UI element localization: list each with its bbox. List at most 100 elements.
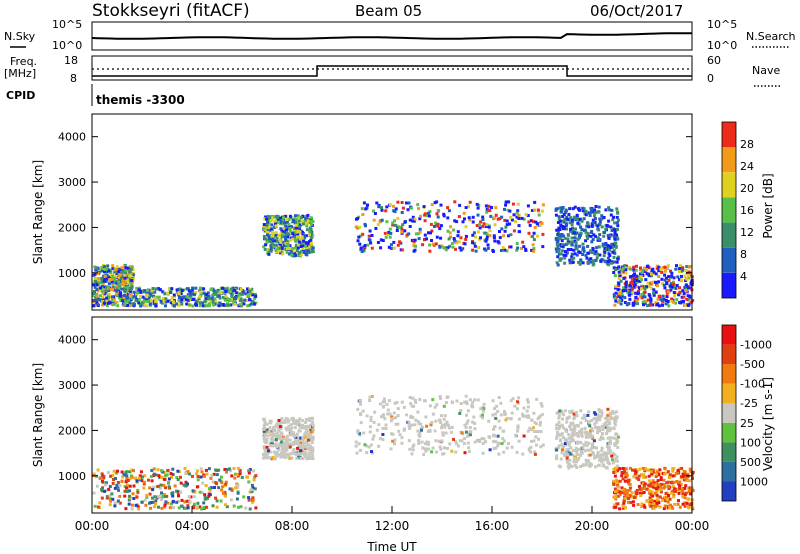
scatter-cell xyxy=(623,487,627,491)
scatter-cell xyxy=(98,476,102,480)
scatter-cell xyxy=(438,227,442,231)
scatter-cell xyxy=(537,213,541,217)
scatter-cell xyxy=(541,203,545,207)
scatter-cell xyxy=(638,485,642,488)
scatter-cell xyxy=(665,282,669,286)
scatter-cell xyxy=(186,470,190,474)
scatter-cell xyxy=(442,404,446,408)
scatter-cell xyxy=(212,472,216,476)
scatter-cell xyxy=(670,271,674,275)
scatter-cell xyxy=(363,443,367,447)
scatter-cell xyxy=(677,293,681,297)
scatter-cell xyxy=(522,217,526,221)
scatter-cell xyxy=(118,274,122,278)
scatter-cell xyxy=(563,409,567,413)
scatter-cell xyxy=(683,285,687,289)
scatter-cell xyxy=(129,304,132,308)
scatter-cell xyxy=(608,422,611,426)
scatter-cell xyxy=(644,268,648,272)
colorbar-segment xyxy=(722,222,736,248)
scatter-cell xyxy=(566,237,570,241)
scatter-cell xyxy=(128,265,132,269)
scatter-cell xyxy=(103,483,107,487)
scatter-cell xyxy=(279,216,283,220)
scatter-cell xyxy=(215,499,219,503)
scatter-cell xyxy=(517,439,521,443)
scatter-cell xyxy=(372,209,375,213)
scatter-cell xyxy=(436,209,440,213)
scatter-cell xyxy=(557,425,561,429)
scatter-cell xyxy=(629,267,633,271)
scatter-cell xyxy=(624,283,628,287)
scatter-cell xyxy=(681,473,685,477)
scatter-cell xyxy=(565,217,569,221)
scatter-cell xyxy=(368,425,372,429)
scatter-cell xyxy=(266,451,270,455)
scatter-cell xyxy=(165,494,169,498)
scatter-cell xyxy=(580,434,584,438)
scatter-cell xyxy=(126,483,129,487)
scatter-cell xyxy=(635,488,639,492)
scatter-cell xyxy=(613,453,617,457)
scatter-cell xyxy=(656,470,660,474)
scatter-cell xyxy=(164,300,168,304)
scatter-cell xyxy=(507,200,511,204)
scatter-cell xyxy=(613,503,617,507)
scatter-cell xyxy=(289,423,293,427)
scatter-cell xyxy=(663,467,667,471)
n-tick-low-right: 10^0 xyxy=(707,39,737,52)
scatter-cell xyxy=(571,421,575,425)
scatter-cell xyxy=(467,216,471,220)
scatter-cell xyxy=(679,489,683,493)
scatter-cell xyxy=(378,437,382,441)
scatter-cell xyxy=(108,503,112,507)
scatter-cell xyxy=(150,479,154,483)
scatter-cell xyxy=(541,245,545,249)
scatter-cell xyxy=(557,416,561,420)
scatter-cell xyxy=(229,498,233,502)
scatter-cell xyxy=(609,441,612,445)
scatter-cell xyxy=(496,434,500,438)
scatter-cell xyxy=(296,243,300,247)
scatter-cell xyxy=(597,205,601,209)
scatter-cell xyxy=(370,246,374,250)
scatter-cell xyxy=(683,504,687,508)
scatter-cell xyxy=(396,243,400,247)
scatter-cell xyxy=(472,231,476,235)
scatter-cell xyxy=(481,413,484,417)
scatter-cell xyxy=(358,433,362,437)
scatter-cell xyxy=(684,484,688,488)
scatter-cell xyxy=(111,298,115,302)
scatter-cell xyxy=(104,288,108,292)
scatter-cell xyxy=(218,478,222,482)
scatter-cell xyxy=(308,233,312,237)
scatter-cell xyxy=(217,486,221,490)
noise-panel: N.Sky 10^5 10^0 10^5 10^0 N.Search xyxy=(4,18,796,52)
scatter-cell xyxy=(641,268,645,272)
scatter-cell xyxy=(651,483,655,487)
scatter-cell xyxy=(237,505,240,509)
scatter-cell xyxy=(386,412,390,416)
scatter-cell xyxy=(569,421,573,425)
scatter-cell xyxy=(643,290,647,294)
scatter-cell xyxy=(616,300,620,304)
scatter-cell xyxy=(672,495,676,499)
scatter-cell xyxy=(200,491,204,495)
scatter-cell xyxy=(564,427,567,431)
scatter-cell xyxy=(423,238,427,242)
scatter-cell xyxy=(164,486,167,490)
scatter-cell xyxy=(410,404,414,408)
scatter-cell xyxy=(155,295,159,299)
scatter-cell xyxy=(618,292,621,296)
scatter-cell xyxy=(265,445,269,449)
scatter-cell xyxy=(304,244,308,248)
scatter-cell xyxy=(176,478,180,482)
scatter-cell xyxy=(587,420,591,424)
scatter-cell xyxy=(125,300,129,304)
scatter-cell xyxy=(434,223,438,227)
y-tick-label: 1000 xyxy=(58,470,86,483)
scatter-cell xyxy=(309,456,313,460)
scatter-cell xyxy=(215,505,219,509)
scatter-cell xyxy=(650,272,653,276)
